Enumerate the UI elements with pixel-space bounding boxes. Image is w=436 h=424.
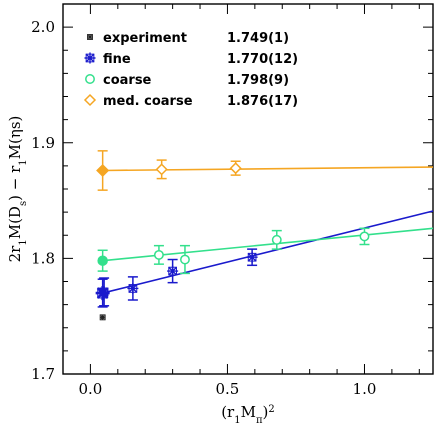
y-axis-title: 2r1M(Ds) − r1M(ηs) xyxy=(6,116,29,263)
y-axis-title-part: M( xyxy=(6,138,24,159)
y-axis-title-part: 1 xyxy=(18,159,29,165)
y-tick-label: 2.0 xyxy=(31,18,55,36)
legend-label-experiment: experiment xyxy=(103,31,187,46)
x-axis-title-part: 1 xyxy=(234,415,240,424)
x-axis-title-part: M xyxy=(241,403,256,421)
x-tick-label: 0.5 xyxy=(216,380,240,398)
data-point-med-coarse xyxy=(229,162,242,175)
x-axis-title-part: 2 xyxy=(268,404,274,415)
legend-label-fine: fine xyxy=(103,52,131,67)
data-point-coarse xyxy=(153,249,164,260)
y-axis-title-part: 2r xyxy=(6,245,24,263)
data-point-coarse xyxy=(271,234,282,245)
y-axis-title-part: ) xyxy=(6,116,24,122)
data-point-experiment-box xyxy=(99,314,106,321)
fit-line-coarse xyxy=(102,227,434,262)
legend: experiment 1.749(1) fine 1.770(12) coarse 1.7… xyxy=(83,31,298,109)
legend-label-coarse: coarse xyxy=(103,73,152,88)
data-point-fine-box xyxy=(168,266,177,276)
data-point-experiment xyxy=(100,314,106,320)
y-tick-label: 1.7 xyxy=(31,365,55,383)
x-tick-label: 0.0 xyxy=(78,380,102,398)
data-points xyxy=(95,150,370,321)
data-point-fine xyxy=(167,265,179,277)
extrapolated-point-coarse xyxy=(97,255,108,266)
legend-marker-coarse xyxy=(85,74,95,84)
extrapolated-point-fine xyxy=(95,286,110,301)
fit-line-med-coarse xyxy=(102,166,434,172)
y-axis-title-part: ) − r xyxy=(6,165,24,201)
plot-frame: 0.0 0.5 1.0 1.7 1.8 1.9 2.0 xyxy=(31,3,434,398)
legend-marker-experiment xyxy=(87,34,93,40)
legend-marker-fine xyxy=(84,52,96,64)
data-point-fine-box xyxy=(128,284,138,293)
legend-value-fine: 1.770(12) xyxy=(227,52,298,67)
x-axis-title-part: ) xyxy=(263,403,269,421)
extrapolated-point-fine-box xyxy=(97,287,109,299)
data-point-fine xyxy=(127,282,139,294)
y-tick-label: 1.8 xyxy=(31,249,55,267)
legend-label-med-coarse: med. coarse xyxy=(103,94,193,109)
data-point-med-coarse xyxy=(155,163,168,176)
legend-value-coarse: 1.798(9) xyxy=(227,73,289,88)
x-axis-title-part: (r xyxy=(221,403,235,421)
fit-line-fine xyxy=(102,210,434,294)
x-tick-label: 1.0 xyxy=(353,380,377,398)
y-axis-title-part: M(D xyxy=(6,206,24,239)
legend-marker-fine-box xyxy=(85,53,95,63)
fit-lines xyxy=(102,166,434,294)
extrapolated-point-med-coarse xyxy=(96,163,110,178)
data-point-fine-box xyxy=(247,252,257,262)
y-axis-title-part: ηs xyxy=(6,121,24,138)
legend-value-experiment: 1.749(1) xyxy=(227,31,289,46)
y-axis-title-part: 1 xyxy=(18,239,29,245)
data-point-coarse xyxy=(180,254,190,265)
y-tick-label: 1.9 xyxy=(31,134,55,152)
x-axis-title-part: π xyxy=(256,415,263,424)
data-point-fine xyxy=(246,251,258,263)
y-axis-title-part: s xyxy=(18,201,29,206)
x-axis-title: (r1Mπ)2 xyxy=(221,403,275,424)
legend-marker-experiment-box xyxy=(87,34,93,40)
data-point-coarse xyxy=(359,231,370,242)
legend-value-med-coarse: 1.876(17) xyxy=(227,94,298,109)
legend-marker-med-coarse xyxy=(83,93,97,107)
